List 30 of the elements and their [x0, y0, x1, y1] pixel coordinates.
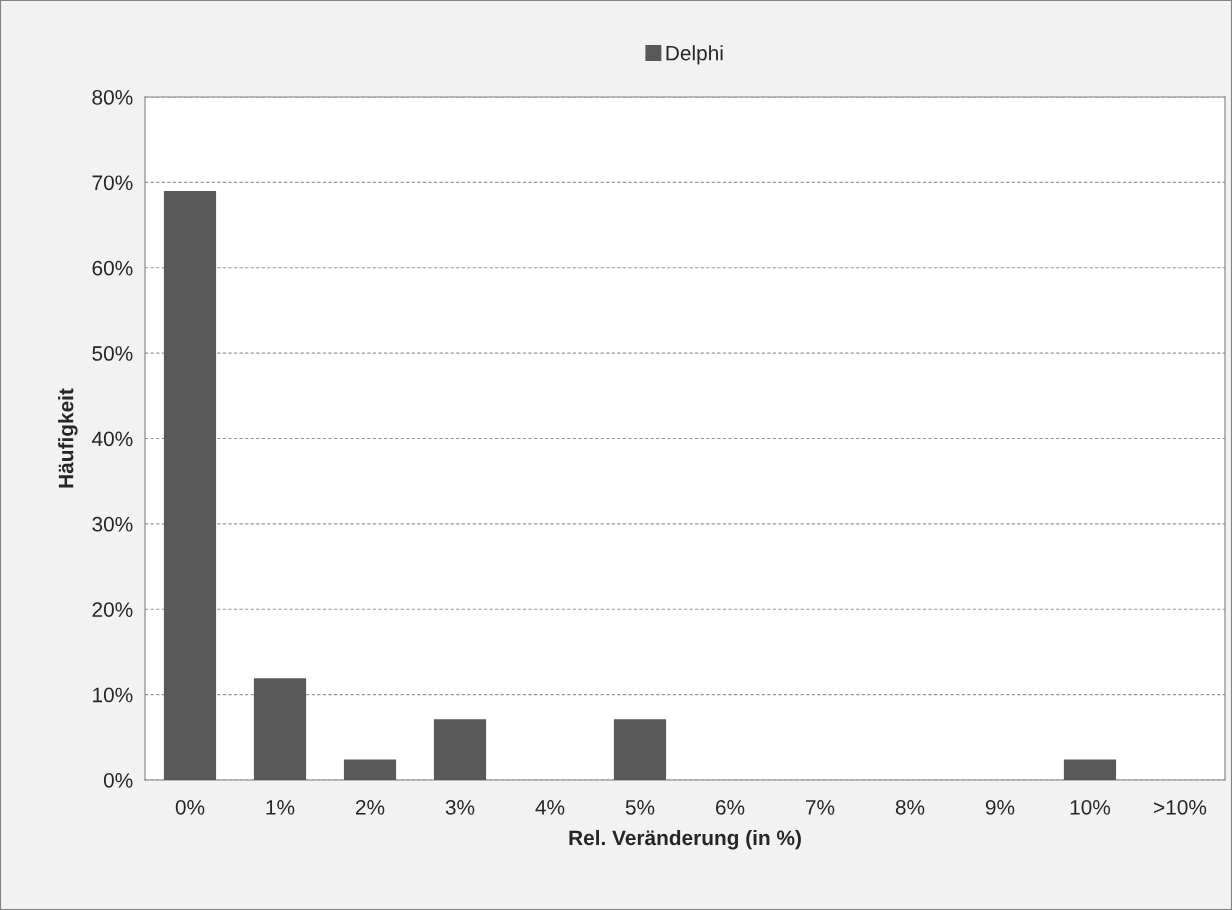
bar [1063, 759, 1117, 780]
bar [613, 719, 667, 780]
y-tick-label: 50% [92, 346, 133, 361]
bar [163, 190, 217, 780]
x-tick-label: 9% [985, 799, 1015, 815]
x-tick-label: 5% [625, 800, 655, 815]
x-axis-title: Rel. Veränderung (in %) [569, 829, 801, 850]
y-tick-label: 40% [91, 431, 133, 447]
x-tick-label: 7% [806, 800, 835, 815]
x-tick-label: 2% [355, 799, 385, 815]
bar [253, 678, 307, 780]
y-tick-label: 30% [92, 516, 133, 532]
y-tick-label: 20% [92, 602, 133, 617]
x-tick-label: 4% [535, 800, 565, 815]
x-tick-label: 3% [445, 799, 475, 815]
x-tick-label: 10% [1070, 799, 1111, 815]
bar [433, 719, 487, 780]
y-tick-label: 0% [103, 772, 133, 788]
bar [343, 759, 397, 780]
y-tick-label: 80% [92, 90, 133, 105]
y-tick-label: 10% [93, 687, 133, 703]
y-tick-label: 60% [92, 260, 133, 276]
y-tick-label: 70% [92, 175, 133, 191]
legend-label: Delphi [666, 45, 723, 65]
x-tick-label: 8% [895, 799, 925, 815]
x-tick-label: 6% [715, 799, 745, 815]
x-tick-label: >10% [1154, 799, 1207, 815]
x-tick-label: 1% [266, 800, 295, 815]
x-tick-label: 0% [175, 799, 205, 815]
y-axis-title: Häufigkeit [58, 388, 78, 488]
